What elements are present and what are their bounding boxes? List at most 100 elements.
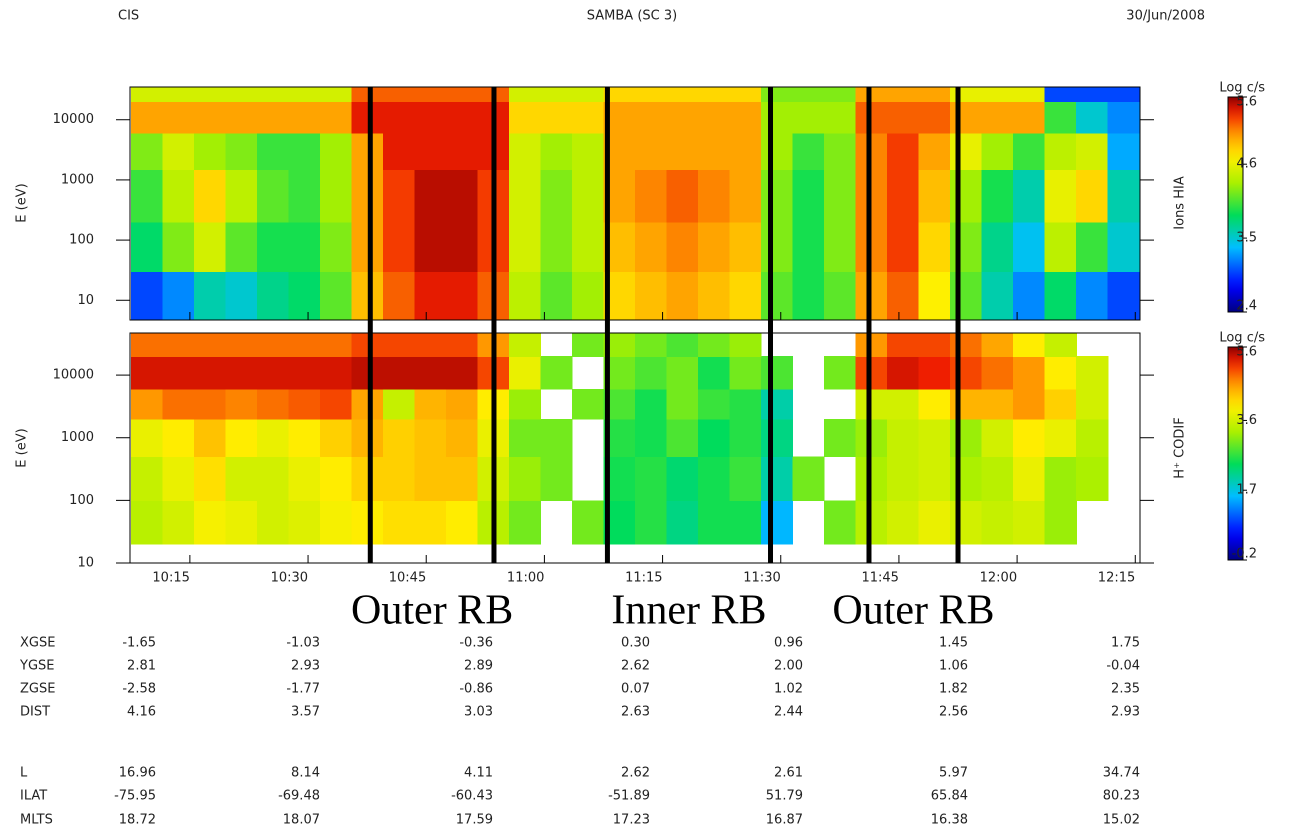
ephemeris-value: 2.62 xyxy=(621,766,650,781)
heatmap-cell xyxy=(887,418,920,458)
heatmap-cell xyxy=(193,101,226,134)
heatmap-cell xyxy=(981,388,1014,420)
heatmap-cell xyxy=(319,500,352,545)
heatmap-cell xyxy=(193,221,226,273)
heatmap-cell xyxy=(729,271,762,321)
heatmap-cell xyxy=(1013,356,1046,390)
heatmap-cell xyxy=(918,87,951,103)
heatmap-cell xyxy=(351,456,384,501)
heatmap-cell xyxy=(225,133,258,170)
heatmap-cell xyxy=(288,101,321,134)
heatmap-cell xyxy=(1076,101,1109,134)
heatmap-cell xyxy=(445,271,479,321)
ephemeris-value: 18.72 xyxy=(119,813,156,828)
heatmap-cell xyxy=(414,418,447,458)
heatmap-cell xyxy=(918,101,951,134)
colorbar-tick-label: 4.6 xyxy=(1236,157,1257,172)
heatmap-cell xyxy=(1013,418,1046,458)
heatmap-cell xyxy=(950,333,983,357)
ephemeris-value: 2.00 xyxy=(774,659,803,674)
heatmap-cell xyxy=(855,356,888,390)
heatmap-cell xyxy=(950,221,983,273)
heatmap-cell xyxy=(729,500,762,545)
ephemeris-value: 65.84 xyxy=(931,789,968,804)
ephemeris-label: MLTS xyxy=(20,813,53,828)
heatmap-cell xyxy=(792,271,825,321)
heatmap-cell xyxy=(666,101,699,134)
heatmap-cell xyxy=(414,271,447,321)
heatmap-cell xyxy=(635,101,668,134)
heatmap-cell xyxy=(761,418,794,458)
heatmap-cell xyxy=(792,169,825,223)
heatmap-cell xyxy=(351,388,384,420)
heatmap-cell xyxy=(193,388,226,420)
heatmap-cell xyxy=(571,87,605,103)
heatmap-cell xyxy=(288,271,321,321)
heatmap-cell xyxy=(824,418,857,458)
heatmap-cell xyxy=(1044,271,1077,321)
ephemeris-label: XGSE xyxy=(20,636,55,651)
heatmap-cell xyxy=(1013,221,1046,273)
heatmap-cell xyxy=(162,169,195,223)
y-tick-label: 10000 xyxy=(53,112,94,127)
heatmap-cell xyxy=(950,388,983,420)
ephemeris-value: 15.02 xyxy=(1103,813,1140,828)
heatmap-cell xyxy=(162,388,195,420)
heatmap-cell xyxy=(256,333,289,357)
heatmap-cell xyxy=(855,169,888,223)
heatmap-cell xyxy=(1076,356,1109,390)
heatmap-cell xyxy=(761,271,794,321)
panel-frame xyxy=(129,332,1141,564)
heatmap-cell xyxy=(288,500,321,545)
heatmap-cell xyxy=(319,333,352,357)
heatmap-cell xyxy=(414,101,447,134)
x-tick-label: 12:00 xyxy=(980,571,1017,586)
y-tick-label: 100 xyxy=(69,233,94,248)
heatmap-cell xyxy=(666,500,699,545)
ephemeris-value: 2.63 xyxy=(621,705,650,720)
heatmap-cell xyxy=(508,356,542,390)
heatmap-cell xyxy=(382,388,416,420)
heatmap-cell xyxy=(1107,101,1140,134)
heatmap-cell xyxy=(225,333,258,357)
heatmap-cell xyxy=(855,101,888,134)
heatmap-cell xyxy=(319,418,352,458)
region-label: Outer RB xyxy=(351,588,513,634)
heatmap-cell xyxy=(666,418,699,458)
heatmap-cell xyxy=(666,271,699,321)
heatmap-cell xyxy=(918,500,951,545)
heatmap-cell xyxy=(414,133,447,170)
heatmap-cell xyxy=(382,169,416,223)
heatmap-cell xyxy=(225,418,258,458)
heatmap-cell xyxy=(508,101,542,134)
heatmap-cell xyxy=(414,169,447,223)
heatmap-cell xyxy=(1013,133,1046,170)
ephemeris-value: 5.97 xyxy=(939,766,968,781)
heatmap-cell xyxy=(792,101,825,134)
heatmap-cell xyxy=(540,221,573,273)
heatmap-cell xyxy=(508,500,542,545)
heatmap-cell xyxy=(950,418,983,458)
colorbar xyxy=(1227,96,1244,313)
heatmap-cell xyxy=(1076,271,1109,321)
ephemeris-value: 18.07 xyxy=(283,813,320,828)
ephemeris-value: -51.89 xyxy=(608,789,650,804)
heatmap-cell xyxy=(414,333,447,357)
heatmap-cell xyxy=(351,356,384,390)
heatmap-cell xyxy=(445,169,479,223)
heatmap-cell xyxy=(918,356,951,390)
ephemeris-value: 16.87 xyxy=(766,813,803,828)
ephemeris-value: 2.89 xyxy=(464,659,493,674)
heatmap-cell xyxy=(508,169,542,223)
heatmap-cell xyxy=(288,418,321,458)
heatmap-cell xyxy=(571,333,605,357)
ephemeris-label: ILAT xyxy=(20,789,47,804)
y-tick-label: 1000 xyxy=(61,172,94,187)
heatmap-cell xyxy=(729,333,762,357)
heatmap-cell xyxy=(382,418,416,458)
heatmap-cell xyxy=(256,388,289,420)
heatmap-cell xyxy=(256,101,289,134)
ephemeris-label: ZGSE xyxy=(20,682,55,697)
heatmap-cell xyxy=(887,388,920,420)
